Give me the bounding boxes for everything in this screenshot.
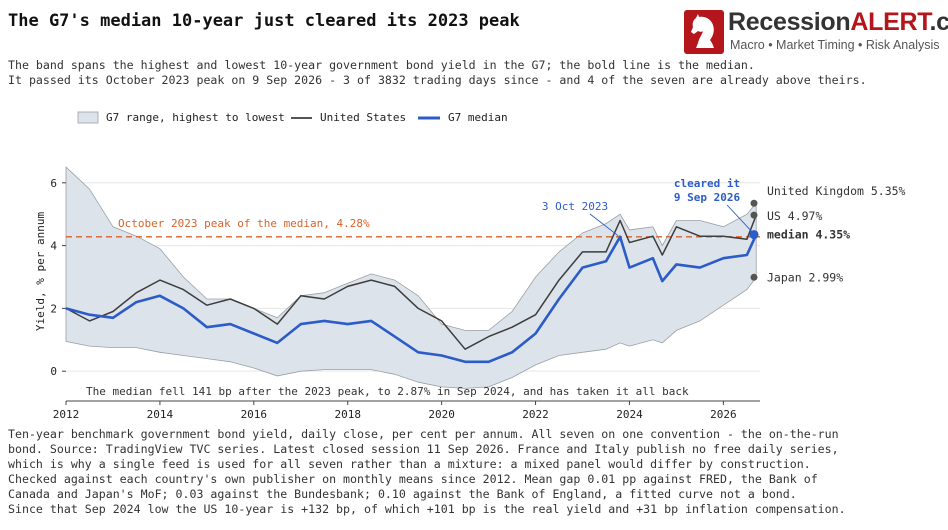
x-tick-label-2016: 2016 bbox=[241, 408, 268, 421]
y-tick-label-0: 0 bbox=[50, 365, 57, 378]
yield-chart: G7 range, highest to lowest United State… bbox=[34, 111, 906, 421]
y-tick-label-6: 6 bbox=[50, 177, 57, 190]
x-tick-label-2012: 2012 bbox=[53, 408, 80, 421]
end-label-median: median 4.35% bbox=[767, 228, 850, 242]
y-tick-label-2: 2 bbox=[50, 302, 57, 315]
end-label-uk: United Kingdom 5.35% bbox=[767, 184, 906, 198]
chart-title: The G7's median 10-year just cleared its… bbox=[8, 11, 520, 31]
chart-axes: 0 2 4 6 2012 2014 2016 2018 2020 2022 2024 2026 Yiel… bbox=[34, 177, 760, 421]
drawdown-note: The median fell 141 bp after the 2023 pe… bbox=[86, 385, 689, 398]
cleared-pointer bbox=[726, 204, 757, 237]
end-marker-japan bbox=[750, 273, 758, 281]
g7-range-band bbox=[65, 166, 757, 389]
legend-label-range: G7 range, highest to lowest bbox=[106, 111, 285, 124]
x-tick-label-2014: 2014 bbox=[147, 408, 174, 421]
chart-annotations: October 2023 peak of the median, 4.28% Un… bbox=[86, 177, 906, 398]
y-tick-label-4: 4 bbox=[50, 240, 57, 253]
brand-logo[interactable]: RecessionALERT.com Macro • Market Timing… bbox=[684, 8, 948, 56]
footnote-line-4: Checked against each country's own publi… bbox=[8, 472, 818, 486]
x-tick-label-2020: 2020 bbox=[428, 408, 455, 421]
cleared-label-line-1: cleared it bbox=[674, 177, 740, 190]
footnote-line-6: Since that Sep 2024 low the US 10-year i… bbox=[8, 502, 846, 516]
subtitle-line-1: The band spans the highest and lowest 10… bbox=[8, 58, 755, 72]
x-tick-label-2024: 2024 bbox=[616, 408, 643, 421]
x-tick-label-2022: 2022 bbox=[522, 408, 549, 421]
y-axis-title: Yield, % per annum bbox=[34, 212, 47, 332]
peak-date-pointer bbox=[589, 213, 619, 237]
legend-swatch-range bbox=[77, 111, 99, 124]
chart-legend: G7 range, highest to lowest United State… bbox=[77, 111, 508, 124]
footnote-line-2: bond. Source: TradingView TVC series. La… bbox=[8, 442, 839, 456]
chart-subtitle: The band spans the highest and lowest 10… bbox=[8, 58, 867, 88]
brand-name: RecessionALERT.com bbox=[728, 8, 948, 36]
end-marker-median bbox=[749, 230, 759, 240]
footnote-line-1: Ten-year benchmark government bond yield… bbox=[8, 427, 839, 441]
g7-median-line bbox=[65, 234, 758, 364]
x-tick-label-2018: 2018 bbox=[334, 408, 361, 421]
knight-logo-icon bbox=[684, 10, 724, 54]
end-label-us: US 4.97% bbox=[767, 209, 822, 223]
end-label-japan: Japan 2.99% bbox=[767, 270, 843, 284]
end-marker-us bbox=[750, 211, 758, 219]
brand-tagline: Macro • Market Timing • Risk Analysis bbox=[730, 38, 940, 52]
end-marker-uk bbox=[750, 199, 758, 207]
subtitle-line-2: It passed its October 2023 peak on 9 Sep… bbox=[8, 73, 867, 87]
plot-area bbox=[65, 166, 760, 389]
peak-reference-label: October 2023 peak of the median, 4.28% bbox=[118, 217, 370, 230]
peak-date-label: 3 Oct 2023 bbox=[542, 200, 608, 213]
us-yield-line bbox=[65, 214, 757, 350]
footnote-line-5: Canada and Japan's MoF; 0.03 against the… bbox=[8, 487, 797, 501]
legend-label-median: G7 median bbox=[448, 111, 508, 124]
chart-footnote: Ten-year benchmark government bond yield… bbox=[8, 427, 846, 517]
x-tick-label-2026: 2026 bbox=[710, 408, 737, 421]
cleared-label-line-2: 9 Sep 2026 bbox=[674, 191, 741, 204]
legend-label-us: United States bbox=[320, 111, 406, 124]
footnote-line-3: which is why a single feed is used for a… bbox=[8, 457, 811, 471]
